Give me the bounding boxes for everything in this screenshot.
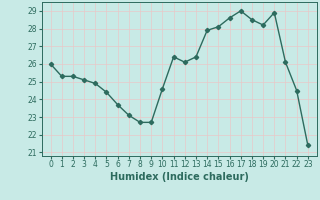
X-axis label: Humidex (Indice chaleur): Humidex (Indice chaleur)	[110, 172, 249, 182]
